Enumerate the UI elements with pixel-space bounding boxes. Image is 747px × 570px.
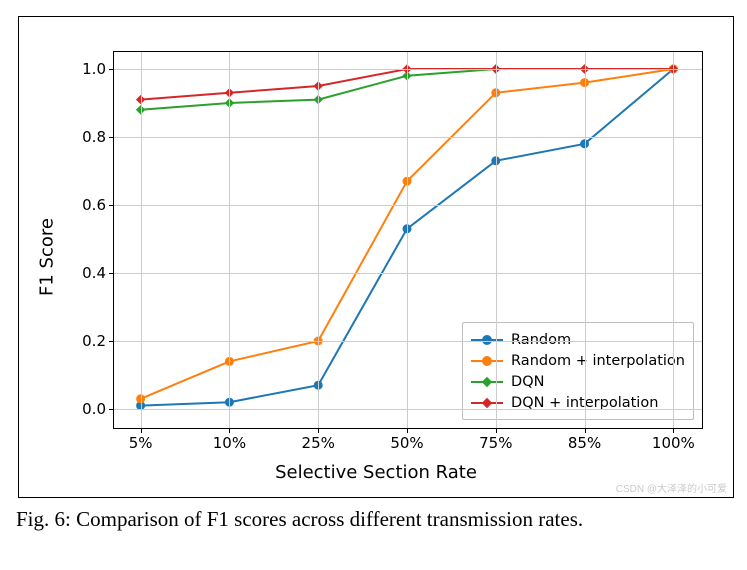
grid-line: [114, 205, 702, 206]
y-tick-label: 0.0: [82, 400, 106, 418]
grid-line: [496, 52, 497, 428]
legend-swatch: [471, 375, 503, 389]
y-tick-label: 0.4: [82, 264, 106, 282]
x-tick-label: 10%: [213, 434, 246, 452]
x-tick-label: 25%: [302, 434, 335, 452]
y-tick-label: 0.2: [82, 332, 106, 350]
plot-area: RandomRandom + interpolationDQNDQN + int…: [113, 51, 703, 429]
legend-swatch: [471, 333, 503, 347]
x-tick-label: 50%: [390, 434, 423, 452]
x-tick-label: 100%: [652, 434, 695, 452]
grid-line: [114, 137, 702, 138]
legend-label: DQN: [511, 374, 544, 390]
legend-swatch: [471, 396, 503, 410]
grid-line: [141, 52, 142, 428]
legend-label: Random: [511, 332, 571, 348]
grid-line: [114, 69, 702, 70]
figure-caption: Fig. 6: Comparison of F1 scores across d…: [16, 506, 728, 533]
grid-line: [114, 273, 702, 274]
grid-line: [407, 52, 408, 428]
chart-container: F1 Score Random Random + interpolation DQN…: [18, 16, 734, 498]
x-axis-label: Selective Section Rate: [275, 462, 477, 483]
watermark: CSDN @大泽泽的小可爱: [616, 480, 727, 495]
x-tick-label: 75%: [479, 434, 512, 452]
y-tick-label: 0.6: [82, 196, 106, 214]
legend-item: DQN: [471, 371, 685, 392]
grid-line: [673, 52, 674, 428]
x-tick-label: 85%: [568, 434, 601, 452]
legend-swatch: [471, 354, 503, 368]
grid-line: [114, 409, 702, 410]
grid-line: [229, 52, 230, 428]
legend-label: Random + interpolation: [511, 353, 685, 369]
legend-item: Random: [471, 329, 685, 350]
grid-line: [114, 341, 702, 342]
grid-line: [318, 52, 319, 428]
y-tick-label: 0.8: [82, 128, 106, 146]
grid-line: [585, 52, 586, 428]
y-tick-label: 1.0: [82, 60, 106, 78]
y-axis-label: F1 Score: [37, 218, 58, 296]
legend: RandomRandom + interpolationDQNDQN + int…: [462, 322, 694, 420]
legend-item: Random + interpolation: [471, 350, 685, 371]
x-tick-label: 5%: [129, 434, 153, 452]
